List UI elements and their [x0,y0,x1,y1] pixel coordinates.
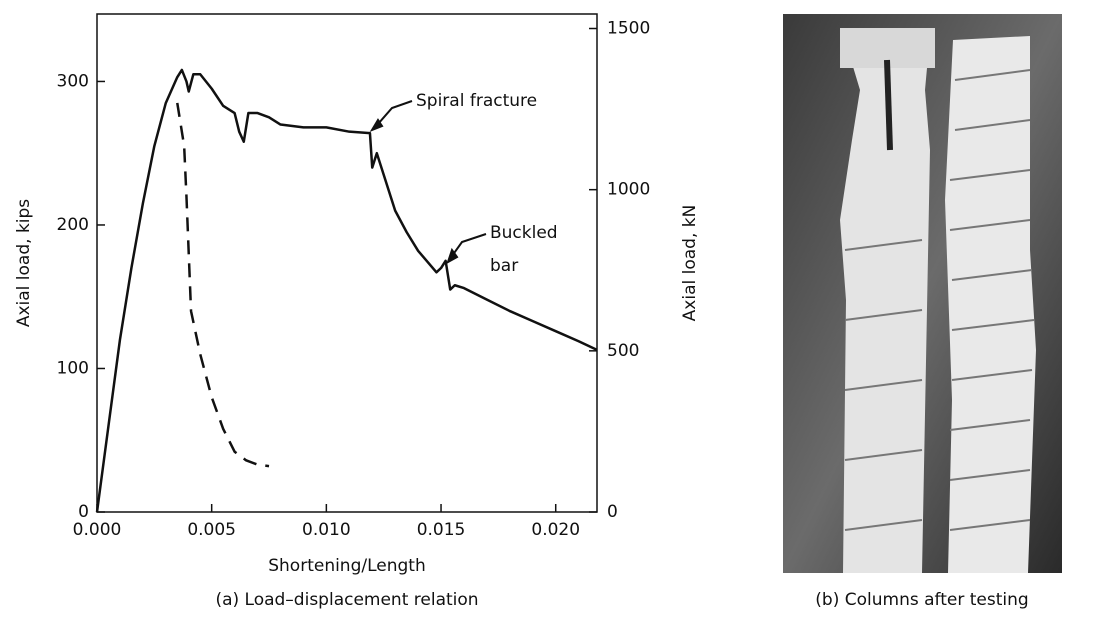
y2-tick-label: 1500 [607,19,650,39]
data-line [176,102,270,468]
x-tick-label: 0.015 [417,520,466,540]
y-axis-label: Axial load, kips [14,199,34,327]
x-axis-label: Shortening/Length [268,556,426,576]
x-tick-label: 0.000 [73,520,122,540]
y-tick-label: 200 [57,215,89,235]
y-tick-label: 100 [57,358,89,378]
x-tick-label: 0.005 [187,520,236,540]
y2-tick-label: 500 [607,341,639,361]
x-tick-label: 0.020 [531,520,580,540]
annotation-arrows [369,100,487,265]
photo [783,14,1062,573]
photo-caption: (b) Columns after testing [815,590,1028,610]
y-tick-label: 300 [57,71,89,91]
y2-axis-label: Axial load, kN [680,205,700,322]
y2-tick-label: 1000 [607,180,650,200]
annotation: Buckled [490,223,558,243]
data-line [95,68,598,513]
annotation: Spiral fracture [416,91,537,111]
plot-frame [96,13,598,513]
chart-caption: (a) Load–displacement relation [215,590,478,610]
x-tick-label: 0.010 [302,520,351,540]
y-tick-label: 0 [78,502,89,522]
y2-tick-label: 0 [607,502,618,522]
annotation: bar [490,256,518,276]
